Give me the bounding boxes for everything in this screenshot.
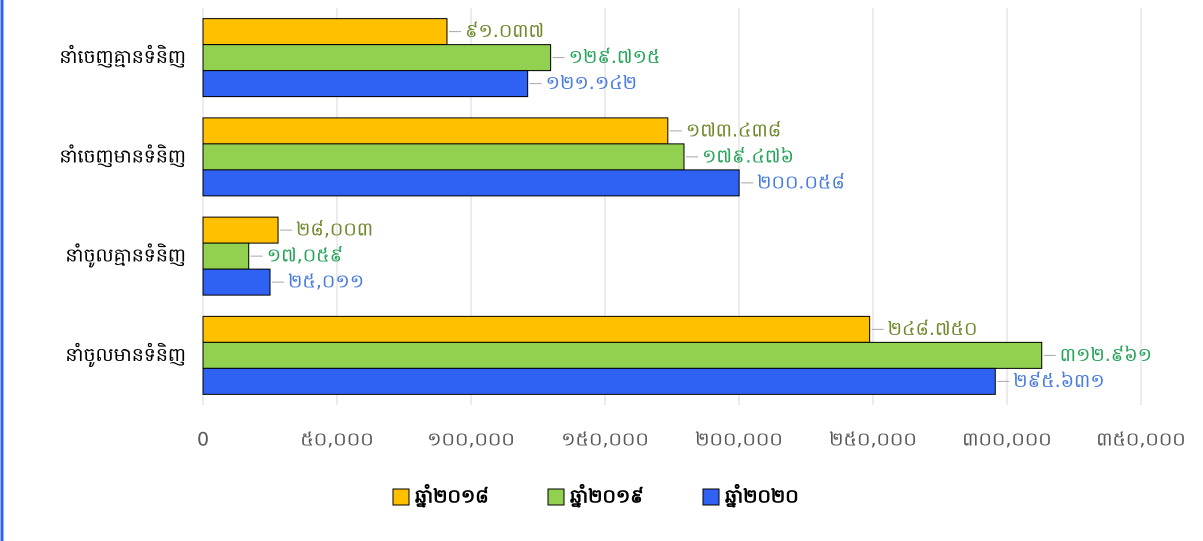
legend-label: ឆ្នាំ២០១៨: [415, 484, 489, 508]
x-tick-label: ៣៥០,០០០: [1096, 429, 1186, 451]
legend-swatch: [392, 488, 410, 506]
data-label: ២០០.០៥៨: [757, 171, 845, 193]
x-tick-label: ៣០០,០០០: [962, 429, 1052, 451]
x-tick-label: ២០០,០០០: [695, 429, 783, 451]
x-tick-label: 0: [197, 429, 209, 451]
legend-label: ឆ្នាំ២០១៩: [570, 484, 644, 508]
bar: [202, 44, 552, 72]
data-label: ១២១.១៤២: [546, 72, 637, 94]
x-tick-label: ២៥០,០០០: [829, 429, 917, 451]
data-label: ១២៩.៧១៥: [569, 46, 661, 68]
legend-label: ឆ្នាំ២០២០: [725, 484, 799, 508]
bar: [202, 315, 871, 343]
legend-swatch: [547, 488, 565, 506]
bar: [202, 117, 669, 145]
x-tick-label: ៥០,០០០: [300, 429, 373, 451]
data-label: ៩១.០៣៧: [465, 20, 544, 42]
bar: [202, 70, 529, 98]
data-label: ២៤៨.៧៥០: [888, 318, 978, 340]
y-tick-label: នាំចូលគ្មានទំនិញ: [65, 243, 186, 269]
data-label: ២៩៥.៦៣១: [1013, 370, 1104, 392]
y-tick-label: នាំចេញមានទំនិញ: [59, 143, 186, 167]
bar: [202, 268, 271, 296]
data-label: ២៥,០១១: [288, 271, 364, 293]
data-label: ២៨,០០៣: [296, 219, 373, 241]
bar: [202, 169, 740, 197]
bar: [202, 242, 250, 270]
x-tick-label: ១៥០,០០០: [561, 429, 649, 451]
data-label: ៣១២.៩៦១: [1060, 344, 1152, 366]
bar: [202, 216, 279, 244]
legend-swatch: [702, 488, 720, 506]
y-tick-label: នាំចូលមានទំនិញ: [65, 342, 186, 368]
bar: [202, 18, 448, 46]
y-tick-label: នាំចេញគ្មានទំនិញ: [59, 44, 186, 68]
x-tick-label: ១០០,០០០: [427, 429, 515, 451]
data-label: ១៧៩.៤៧៦: [702, 145, 794, 167]
bar: [202, 143, 685, 171]
data-label: ១៧៣.៤៣៨: [686, 119, 781, 141]
bar: [202, 367, 996, 395]
data-label: ១៧,០៥៩: [267, 245, 343, 267]
bar: [202, 341, 1043, 369]
